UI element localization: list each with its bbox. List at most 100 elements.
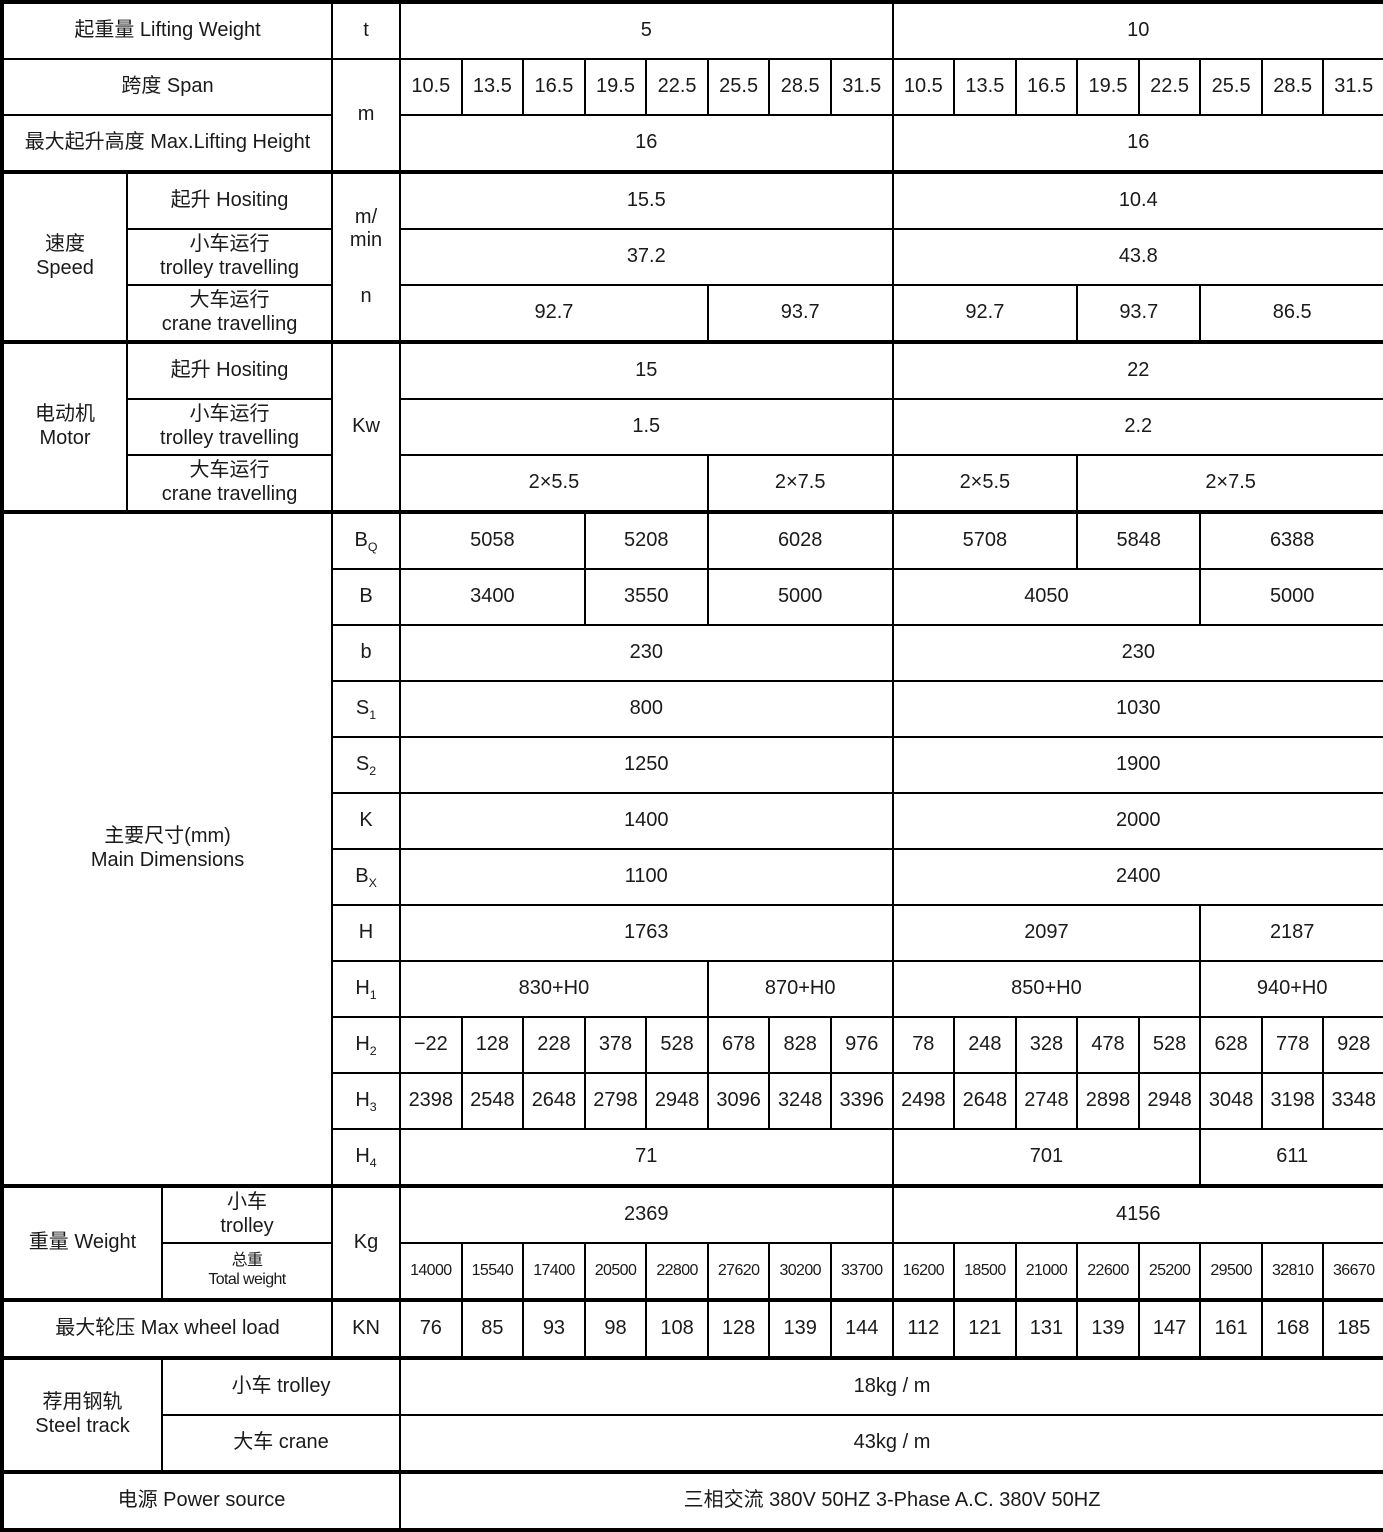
label-weight-trolley: 小车 trolley (160, 1184, 334, 1244)
dim-label-h4: H4 (331, 1128, 402, 1187)
dim-h2-value: 628 (1199, 1016, 1263, 1074)
section-label-speed-line-2: Speed (36, 257, 94, 279)
max-wheel-load-value: 161 (1199, 1298, 1263, 1359)
dim-h2-value: 478 (1076, 1016, 1140, 1074)
max-wheel-load-value: 121 (953, 1298, 1017, 1359)
dim-label-h1: H1 (331, 960, 402, 1018)
max-wheel-load-value: 98 (583, 1298, 648, 1359)
dim-h4-value: 71 (399, 1128, 894, 1187)
speed-crane-value: 92.7 (399, 284, 709, 343)
dim-b-value: 4050 (891, 568, 1202, 626)
motor-hoisting-10t: 22 (891, 340, 1383, 400)
dim-h4-value: 611 (1199, 1128, 1383, 1187)
unit-speed: m/min n (331, 170, 402, 343)
dim-label-h3-subscript: 3 (369, 1100, 377, 1115)
max-wheel-load-value: 128 (706, 1298, 771, 1359)
section-label-motor-line-2: Motor (39, 427, 91, 449)
span-value: 22.5 (645, 58, 709, 116)
span-value: 13.5 (460, 58, 525, 116)
weight-total-value: 14000 (399, 1242, 463, 1301)
weight-total-value: 33700 (829, 1242, 894, 1301)
speed-crane-value: 93.7 (1076, 284, 1202, 343)
span-value: 22.5 (1137, 58, 1202, 116)
label-motor-trolley: 小车运行 trolley travelling (125, 398, 334, 456)
dim-label-bx-subscript: X (368, 876, 377, 891)
span-value: 28.5 (1260, 58, 1325, 116)
label-weight-total: 总重 Total weight (160, 1242, 334, 1301)
dim-label-s1: S1 (331, 680, 402, 738)
dim-h3-value: 2398 (399, 1072, 463, 1130)
weight-total-value: 15540 (460, 1242, 525, 1301)
power-source-value: 三相交流 380V 50HZ 3-Phase A.C. 380V 50HZ (399, 1470, 1383, 1531)
dim-k-value: 1400 (399, 792, 894, 850)
dim-h3-value: 2948 (645, 1072, 709, 1130)
weight-total-value: 18500 (953, 1242, 1017, 1301)
dim-s1-value: 800 (399, 680, 894, 738)
dim-bq-value: 6388 (1199, 510, 1383, 570)
unit-motor: Kw (331, 340, 402, 513)
dim-h2-value: 976 (829, 1016, 894, 1074)
weight-total-value: 25200 (1137, 1242, 1202, 1301)
dim-h2-value: 128 (460, 1016, 525, 1074)
label-motor-crane-line-2: crane travelling (161, 483, 298, 505)
dim-k-value: 2000 (891, 792, 1383, 850)
section-label-main-dimensions-line-2: Main Dimensions (90, 849, 245, 871)
weight-total-value: 30200 (768, 1242, 832, 1301)
max-wheel-load-value: 147 (1137, 1298, 1202, 1359)
dim-h3-value: 2648 (953, 1072, 1017, 1130)
label-motor-hoisting: 起升 Hositing (125, 340, 334, 400)
dim-h3-value: 3048 (1199, 1072, 1263, 1130)
dim-h3-value: 3096 (706, 1072, 771, 1130)
dim-h3-value: 2748 (1014, 1072, 1079, 1130)
motor-crane-value: 2×5.5 (891, 454, 1079, 513)
dim-b-small-value: 230 (891, 624, 1383, 682)
dim-bq-value: 5708 (891, 510, 1079, 570)
dim-label-bx: BX (331, 848, 402, 906)
section-label-main-dimensions-line-1: 主要尺寸(mm) (104, 825, 231, 848)
dim-h2-value: 828 (768, 1016, 832, 1074)
label-weight-total-line-2: Total weight (208, 1271, 286, 1288)
weight-total-value: 36670 (1322, 1242, 1383, 1301)
dim-h1-value: 870+H0 (706, 960, 894, 1018)
motor-crane-value: 2×5.5 (399, 454, 709, 513)
unit-speed-line-1: m/ (354, 205, 378, 228)
dim-h2-value: 328 (1014, 1016, 1079, 1074)
dim-label-h2-subscript: 2 (369, 1044, 377, 1059)
dim-h2-value: −22 (399, 1016, 463, 1074)
weight-trolley-5t: 2369 (399, 1184, 894, 1244)
dim-h3-value: 2648 (522, 1072, 586, 1130)
span-value: 19.5 (1076, 58, 1140, 116)
span-value: 19.5 (583, 58, 648, 116)
dim-label-h: H (331, 904, 402, 962)
dim-bq-value: 5208 (583, 510, 709, 570)
motor-trolley-10t: 2.2 (891, 398, 1383, 456)
dim-b-value: 5000 (1199, 568, 1383, 626)
span-value: 31.5 (829, 58, 894, 116)
section-label-speed-line-1: 速度 (45, 233, 85, 256)
max-wheel-load-value: 108 (645, 1298, 709, 1359)
section-label-speed: 速度 Speed (1, 170, 128, 343)
max-lifting-height-10t: 16 (891, 114, 1383, 173)
dim-h-value: 2187 (1199, 904, 1383, 962)
weight-total-value: 21000 (1014, 1242, 1079, 1301)
max-wheel-load-value: 139 (768, 1298, 832, 1359)
section-label-steel-track-line-2: Steel track (35, 1415, 130, 1437)
dim-s2-value: 1250 (399, 736, 894, 794)
section-label-steel-track-line-1: 荐用钢轨 (42, 1391, 123, 1414)
dim-bx-value: 1100 (399, 848, 894, 906)
section-label-motor: 电动机 Motor (1, 340, 128, 513)
label-motor-crane-line-1: 大车运行 (189, 459, 270, 482)
weight-total-value: 22800 (645, 1242, 709, 1301)
max-wheel-load-value: 144 (829, 1298, 894, 1359)
dim-s1-value: 1030 (891, 680, 1383, 738)
label-speed-crane-line-2: crane travelling (161, 313, 298, 335)
weight-total-value: 16200 (891, 1242, 956, 1301)
dim-label-s2-subscript: 2 (369, 764, 377, 779)
dim-h2-value: 78 (891, 1016, 956, 1074)
span-value: 25.5 (1199, 58, 1263, 116)
dim-label-h4-base: H (355, 1145, 370, 1168)
dim-b-value: 5000 (706, 568, 894, 626)
unit-max-wheel-load: KN (331, 1298, 402, 1359)
span-value: 13.5 (953, 58, 1017, 116)
